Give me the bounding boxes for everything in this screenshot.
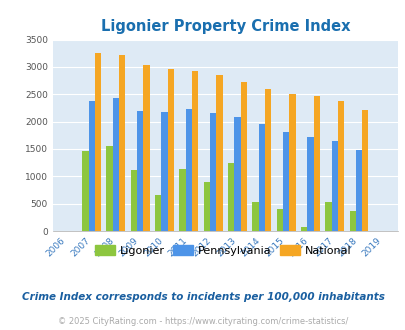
Bar: [307, 137, 313, 231]
Bar: [234, 117, 240, 231]
Bar: [282, 132, 288, 231]
Bar: [82, 150, 88, 231]
Bar: [119, 55, 125, 231]
Bar: [361, 110, 368, 231]
Bar: [276, 209, 282, 231]
Bar: [106, 146, 113, 231]
Bar: [313, 96, 319, 231]
Text: © 2025 CityRating.com - https://www.cityrating.com/crime-statistics/: © 2025 CityRating.com - https://www.city…: [58, 317, 347, 326]
Bar: [228, 163, 234, 231]
Bar: [179, 169, 185, 231]
Bar: [161, 112, 167, 231]
Bar: [130, 170, 137, 231]
Bar: [88, 101, 95, 231]
Bar: [258, 124, 264, 231]
Bar: [331, 141, 337, 231]
Bar: [203, 182, 209, 231]
Bar: [288, 94, 295, 231]
Bar: [349, 211, 355, 231]
Title: Ligonier Property Crime Index: Ligonier Property Crime Index: [100, 19, 349, 34]
Bar: [185, 109, 192, 231]
Bar: [355, 149, 361, 231]
Bar: [192, 71, 198, 231]
Bar: [216, 75, 222, 231]
Bar: [137, 111, 143, 231]
Bar: [95, 53, 101, 231]
Bar: [167, 69, 174, 231]
Bar: [324, 202, 331, 231]
Bar: [155, 195, 161, 231]
Bar: [143, 65, 149, 231]
Text: Crime Index corresponds to incidents per 100,000 inhabitants: Crime Index corresponds to incidents per…: [21, 292, 384, 302]
Legend: Ligonier, Pennsylvania, National: Ligonier, Pennsylvania, National: [90, 241, 355, 260]
Bar: [264, 89, 271, 231]
Bar: [113, 98, 119, 231]
Bar: [252, 202, 258, 231]
Bar: [300, 227, 307, 231]
Bar: [209, 114, 216, 231]
Bar: [240, 82, 246, 231]
Bar: [337, 101, 343, 231]
